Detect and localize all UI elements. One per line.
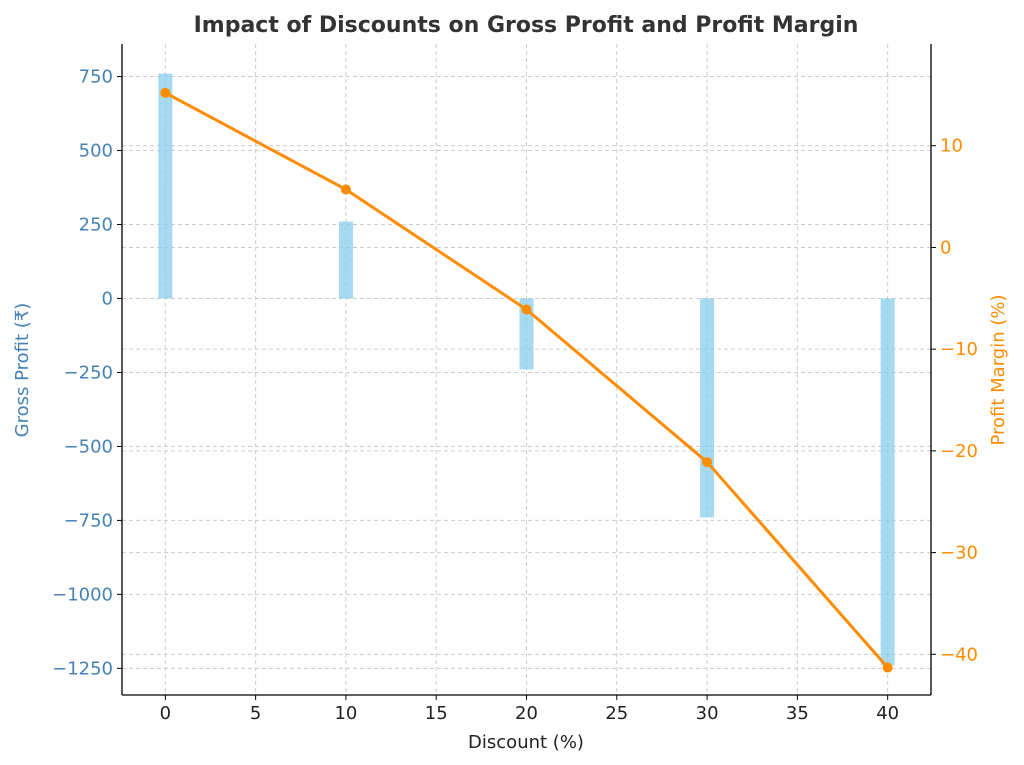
y-left-tick-label: 250: [79, 215, 113, 236]
x-tick-label: 0: [160, 703, 171, 724]
x-tick-label: 40: [876, 703, 899, 724]
y-left-tick-label: 750: [79, 67, 113, 88]
chart-title: Impact of Discounts on Gross Profit and …: [194, 13, 859, 38]
x-tick-label: 10: [334, 703, 357, 724]
x-tick-label: 15: [425, 703, 448, 724]
x-tick-label: 25: [605, 703, 628, 724]
grid: [122, 44, 931, 695]
y-left-tick-label: 500: [79, 141, 113, 162]
gross-profit-bars: [158, 73, 895, 666]
profit-margin-line-group: [160, 87, 893, 673]
y-right-tick-label: 10: [940, 136, 963, 157]
y-left-tick-label: −750: [64, 510, 113, 531]
bar: [519, 298, 534, 370]
y-right-tick-label: 0: [940, 237, 951, 258]
y-axis-left-label: Gross Profit (₹): [12, 303, 33, 438]
bar: [158, 73, 173, 299]
x-tick-label: 35: [786, 703, 809, 724]
y-left-tick-label: −1250: [52, 658, 113, 679]
bar: [700, 298, 715, 518]
x-axis-label: Discount (%): [468, 732, 584, 753]
tick-labels: 0 5 10 15 20 25 30 35 40 750 500 250 0 −250 −500 −750 −1…: [52, 67, 978, 724]
x-tick-label: 20: [515, 703, 538, 724]
y-left-tick-label: 0: [102, 288, 113, 309]
bar: [880, 298, 895, 666]
y-right-tick-label: −10: [940, 339, 978, 360]
y-left-tick-label: −250: [64, 362, 113, 383]
y-right-tick-label: −20: [940, 441, 978, 462]
y-right-tick-label: −40: [940, 644, 978, 665]
profit-margin-point: [702, 457, 713, 468]
y-left-tick-label: −1000: [52, 584, 113, 605]
profit-margin-point: [340, 184, 351, 195]
y-right-tick-label: −30: [940, 543, 978, 564]
y-left-tick-label: −500: [64, 436, 113, 457]
profit-margin-point: [160, 87, 171, 98]
y-axis-right-label: Profit Margin (%): [988, 294, 1009, 445]
bar: [338, 221, 353, 299]
profit-margin-point: [882, 662, 893, 673]
x-tick-label: 5: [250, 703, 261, 724]
x-tick-label: 30: [696, 703, 719, 724]
profit-margin-point: [521, 304, 532, 315]
